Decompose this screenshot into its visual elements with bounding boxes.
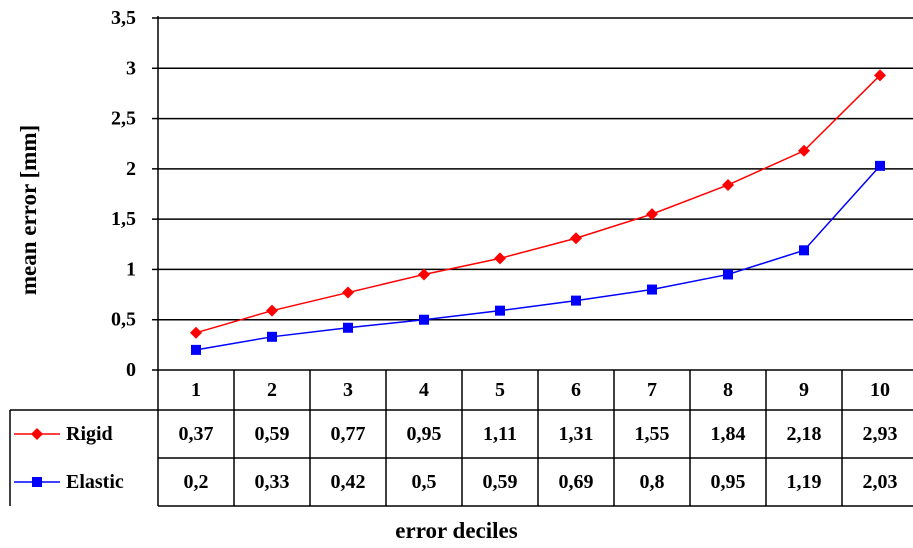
legend-label-elastic: Elastic	[66, 471, 124, 493]
data-point-elastic	[267, 331, 277, 342]
data-point-elastic	[723, 269, 733, 280]
data-table-cell: 0,59	[255, 423, 290, 445]
data-point-rigid	[798, 144, 810, 157]
series-line-elastic	[195, 165, 881, 351]
y-axis-label: mean error [mm]	[16, 124, 41, 296]
data-point-elastic	[495, 305, 505, 316]
data-point-rigid	[418, 268, 430, 281]
y-tick-label: 0,5	[111, 309, 136, 331]
legend-label-rigid: Rigid	[66, 423, 113, 445]
data-table-cell: 0,95	[407, 423, 442, 445]
series-line-rigid	[195, 74, 881, 334]
data-point-elastic	[799, 245, 809, 256]
data-table-cell: 0,2	[184, 471, 209, 493]
data-point-rigid	[342, 286, 354, 299]
data-point-rigid	[570, 232, 582, 245]
data-table-cell: 1,31	[559, 423, 594, 445]
x-tick-label: 9	[799, 379, 809, 401]
data-table-cell: 0,95	[711, 471, 746, 493]
x-tick-label: 10	[870, 379, 890, 401]
data-table-cell: 0,42	[331, 471, 366, 493]
y-tick-label: 1,5	[111, 208, 136, 230]
data-point-elastic	[191, 344, 201, 355]
y-tick-label: 0	[126, 359, 136, 381]
data-point-elastic	[647, 284, 657, 295]
y-tick-label: 3	[126, 57, 136, 79]
data-point-rigid	[494, 252, 506, 265]
legend-marker-rigid	[31, 428, 43, 440]
data-table-cell: 1,84	[711, 423, 746, 445]
x-tick-label: 3	[343, 379, 353, 401]
x-tick-label: 5	[495, 379, 505, 401]
x-tick-label: 2	[267, 379, 277, 401]
data-table-cell: 1,11	[483, 423, 517, 445]
data-table-cell: 0,8	[640, 471, 665, 493]
x-tick-label: 4	[419, 379, 429, 401]
y-axis-label-container: mean error [mm]	[14, 60, 44, 360]
data-table-cell: 2,18	[787, 423, 822, 445]
data-point-rigid	[190, 326, 202, 339]
data-point-elastic	[875, 160, 885, 171]
x-axis-label: error deciles	[395, 518, 518, 543]
data-table-cell: 0,37	[179, 423, 214, 445]
x-tick-label: 7	[647, 379, 657, 401]
data-point-elastic	[419, 314, 429, 325]
data-point-rigid	[722, 178, 734, 191]
data-table-cell: 1,19	[787, 471, 822, 493]
x-tick-label: 1	[191, 379, 201, 401]
legend-marker-elastic	[32, 477, 42, 487]
y-tick-label: 3,5	[111, 7, 136, 29]
data-point-rigid	[646, 208, 658, 221]
data-table-cell: 0,5	[412, 471, 437, 493]
data-table-cell: 0,33	[255, 471, 290, 493]
data-point-rigid	[266, 304, 278, 317]
data-table-cell: 2,93	[863, 423, 898, 445]
y-tick-label: 2	[126, 158, 136, 180]
y-tick-label: 1	[126, 258, 136, 280]
data-point-elastic	[571, 295, 581, 306]
data-point-rigid	[874, 69, 886, 82]
y-tick-label: 2,5	[111, 108, 136, 130]
data-table-cell: 0,69	[559, 471, 594, 493]
data-table-cell: 2,03	[863, 471, 898, 493]
data-table-cell: 0,77	[331, 423, 366, 445]
data-table-cell: 0,59	[483, 471, 518, 493]
data-table-cell: 1,55	[635, 423, 670, 445]
x-tick-label: 8	[723, 379, 733, 401]
data-point-elastic	[343, 322, 353, 333]
x-tick-label: 6	[571, 379, 581, 401]
